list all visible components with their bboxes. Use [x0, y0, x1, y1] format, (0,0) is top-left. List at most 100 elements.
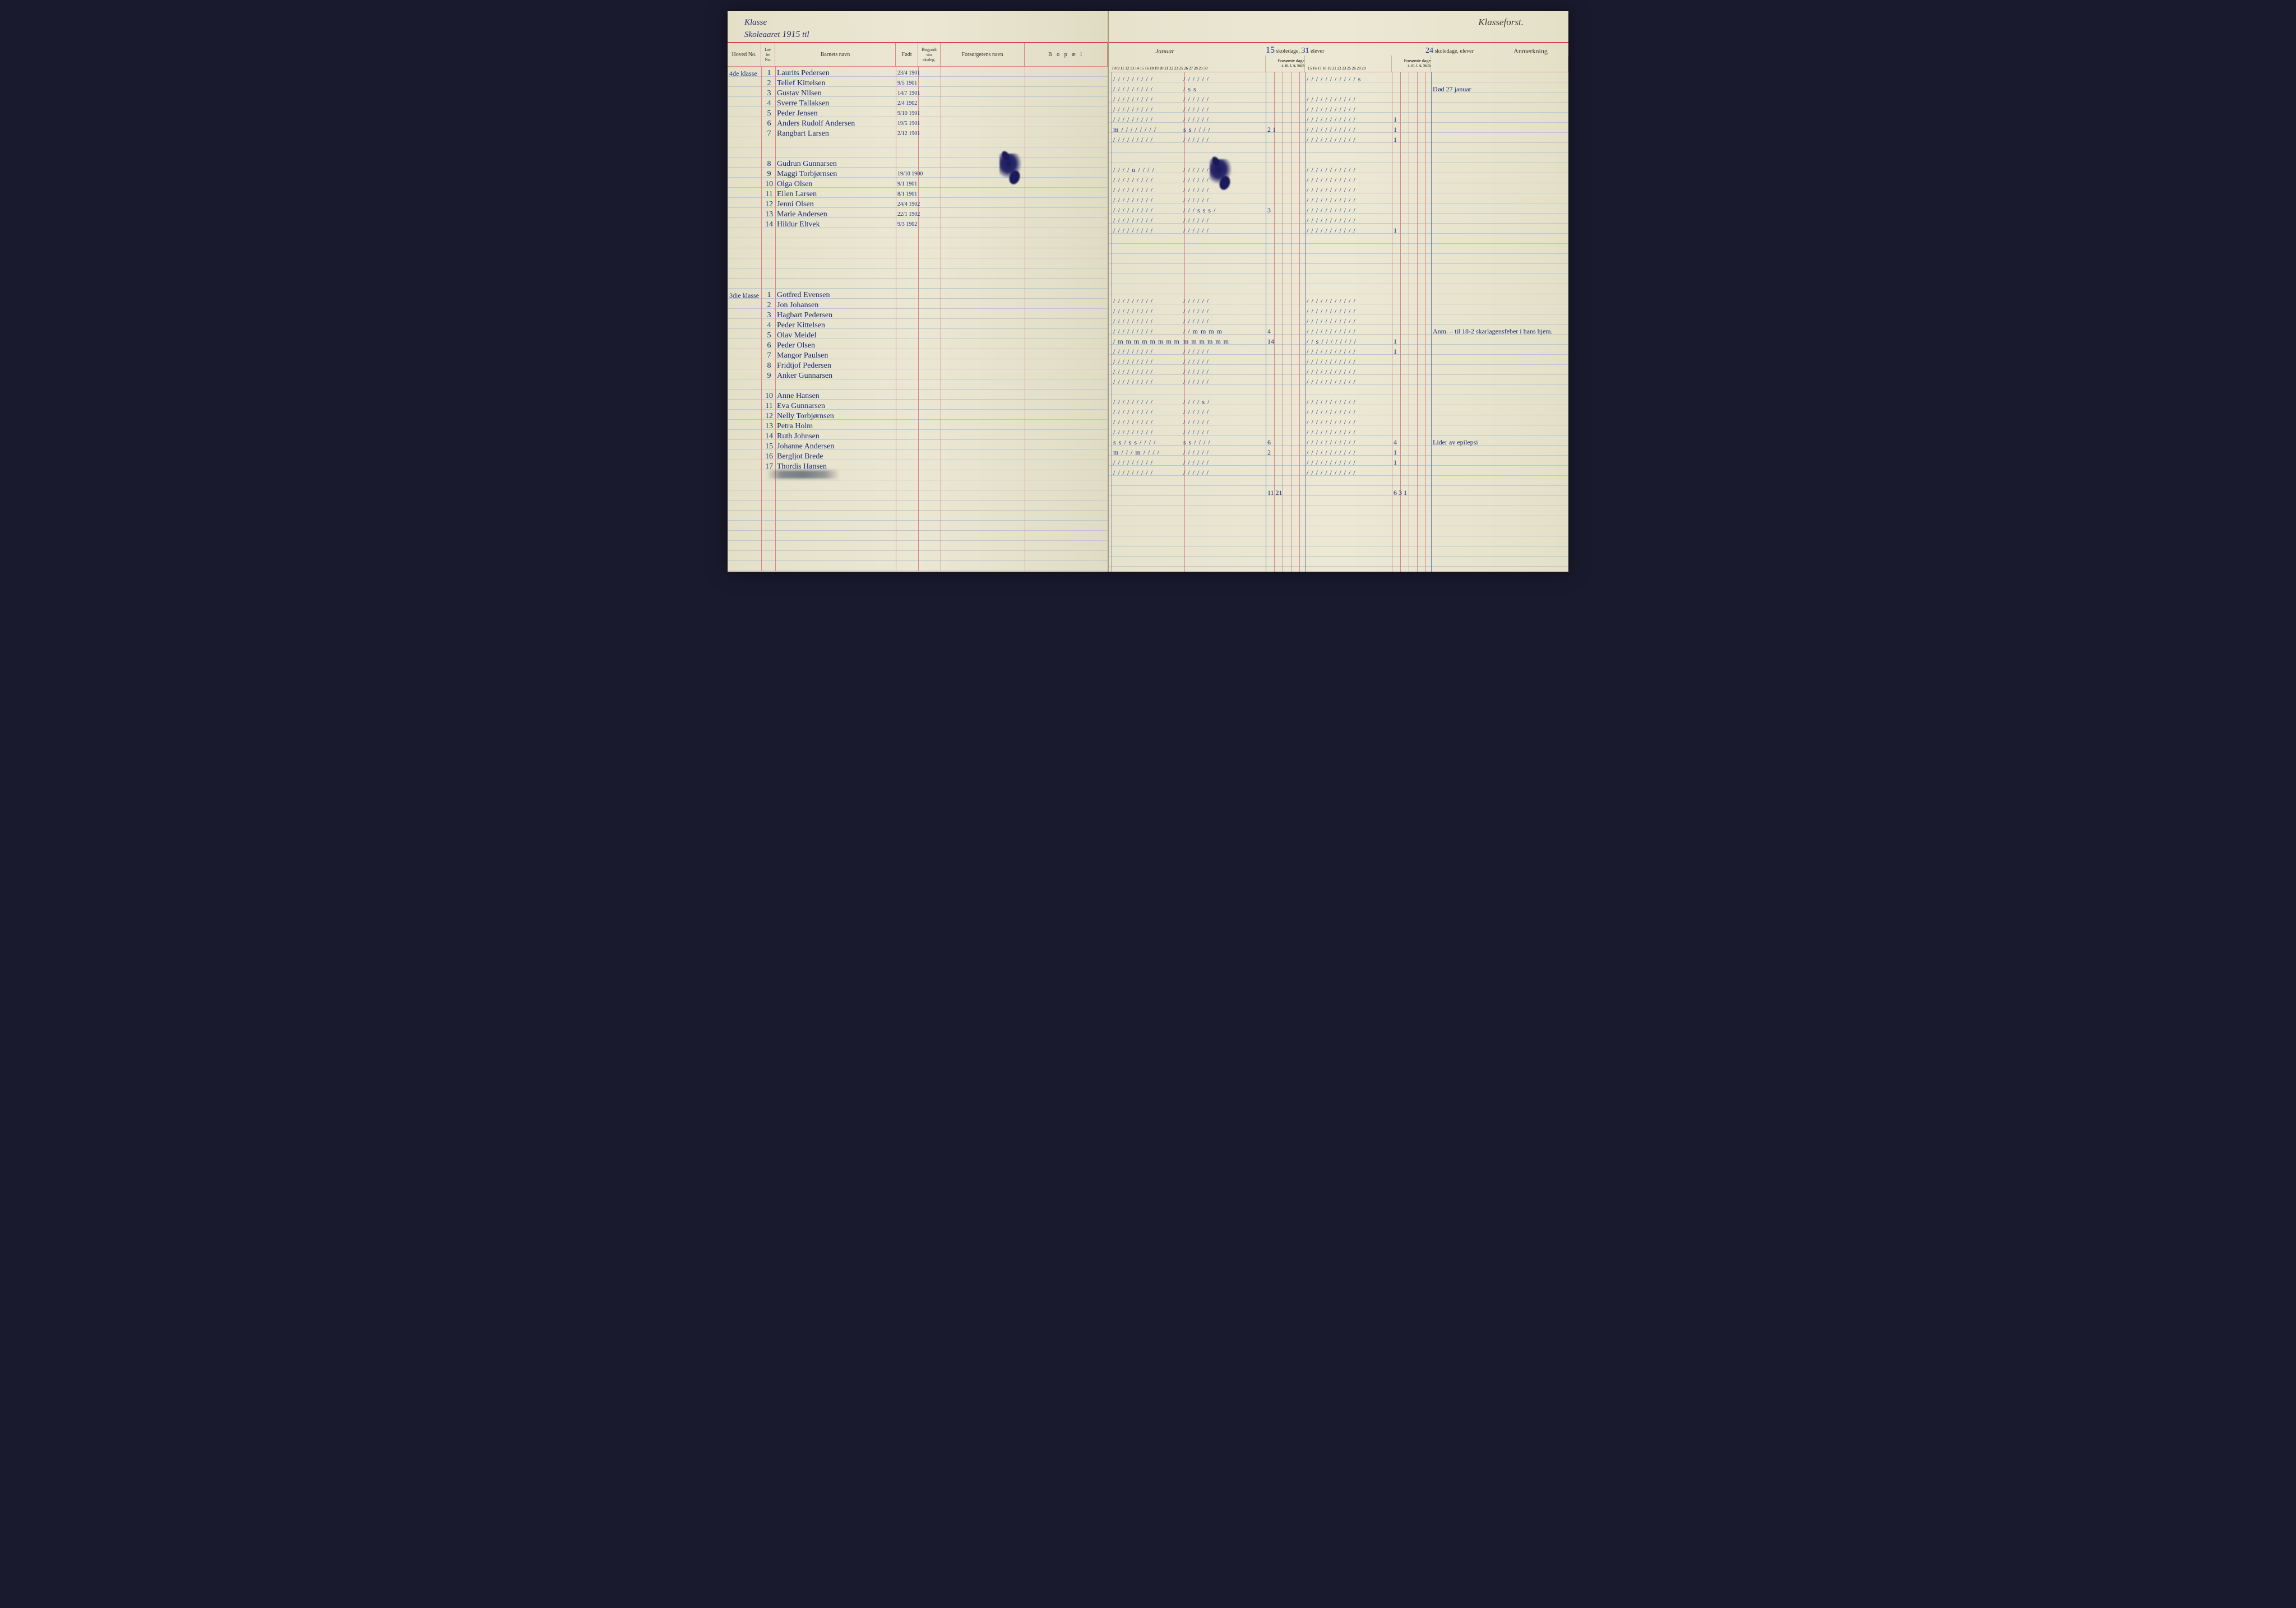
absence-1	[1266, 377, 1305, 387]
student-born: 22/1 1902	[896, 210, 929, 220]
student-born	[896, 442, 929, 452]
note	[1431, 215, 1568, 225]
forsomte-2: Forsømte dage	[1404, 58, 1431, 63]
tally-2: / / / / / / / / / / /	[1305, 326, 1392, 336]
tally-2: / / / / / / / / / / /	[1305, 165, 1392, 175]
class-label	[728, 421, 761, 432]
note	[1431, 195, 1568, 205]
col-lobe-no: Lø- be No.	[761, 43, 775, 66]
tally-1a: / / / / / / / / /	[1109, 377, 1182, 387]
tally-1b: / / / / / /	[1182, 367, 1266, 377]
tally-1b: / / / s s s /	[1182, 205, 1266, 215]
student-row: 16 Bergljot Brede	[728, 452, 1108, 462]
tally-1a: / / / / / / / / /	[1109, 326, 1182, 336]
absence-1	[1266, 467, 1305, 478]
attendance-row: / / / / / / / / / / / / / / / / / / / / …	[1109, 135, 1568, 145]
absence-1	[1266, 185, 1305, 195]
student-rows-left: 4de klasse 1 Laurits Pedersen 23/4 1901 …	[728, 67, 1108, 571]
class-label: 4de klasse	[728, 68, 761, 78]
student-no: 2	[761, 300, 775, 311]
tally-1a: s s / s s / / / /	[1109, 437, 1182, 447]
student-row: 7 Rangbart Larsen 2/12 1901	[728, 129, 1108, 139]
note	[1431, 356, 1568, 367]
tally-1b: / / / / / /	[1182, 195, 1266, 205]
student-name: Peder Olsen	[775, 341, 896, 351]
student-row: 10 Olga Olsen 9/1 1901	[728, 179, 1108, 189]
forsomte-sub-2: s. m. t. u. Sum	[1408, 63, 1431, 68]
class-label	[728, 169, 761, 179]
class-label	[728, 371, 761, 381]
tally-2: / / / / / / / / / / /	[1305, 175, 1392, 185]
note	[1431, 316, 1568, 326]
klasse-label: Klasse	[744, 18, 767, 27]
tally-2: / / / / / / / / / / /	[1305, 104, 1392, 114]
ink-blot	[1210, 159, 1232, 184]
tally-2	[1305, 84, 1392, 94]
tally-1b: / / / / / /	[1182, 457, 1266, 467]
tally-1b: / s s	[1182, 84, 1266, 94]
ledger-book: Klasse Skoleaaret 1915 til Hoved No. Lø-…	[728, 11, 1568, 572]
student-born	[896, 159, 929, 169]
student-name: Olav Meidel	[775, 331, 896, 341]
col-bopael: B o p æ l	[1025, 43, 1108, 66]
student-row: 3 Gustav Nilsen 14/7 1901	[728, 89, 1108, 99]
class-label	[728, 331, 761, 341]
absence-1	[1266, 165, 1305, 175]
absence-2: 4	[1392, 437, 1431, 447]
student-no: 3	[761, 89, 775, 99]
attendance-row: m / / / m / / / / / / / / / / 2 / / / / …	[1109, 447, 1568, 457]
student-no: 12	[761, 200, 775, 210]
absence-2	[1392, 195, 1431, 205]
class-label	[728, 159, 761, 169]
student-row: 12 Nelly Torbjørnsen	[728, 411, 1108, 421]
absence-2	[1392, 84, 1431, 94]
student-born: 19/5 1901	[896, 119, 929, 129]
student-born	[896, 361, 929, 371]
note	[1431, 205, 1568, 215]
tally-1a: / / / / / / / / /	[1109, 195, 1182, 205]
class-label	[728, 109, 761, 119]
student-no: 3	[761, 311, 775, 321]
class-label: 3die klasse	[728, 290, 761, 300]
note	[1431, 377, 1568, 387]
student-no: 10	[761, 179, 775, 189]
tally-1b: / / / / / /	[1182, 447, 1266, 457]
class-label	[728, 99, 761, 109]
tally-2: / / / / / / / / / / /	[1305, 215, 1392, 225]
student-name: Sverre Tallaksen	[775, 99, 896, 109]
note	[1431, 427, 1568, 437]
student-row: 7 Mangor Paulsen	[728, 351, 1108, 361]
student-born	[896, 401, 929, 411]
student-row: 3 Hagbart Pedersen	[728, 311, 1108, 321]
left-page: Klasse Skoleaaret 1915 til Hoved No. Lø-…	[728, 11, 1109, 572]
student-name: Rangbart Larsen	[775, 129, 896, 139]
absence-1	[1266, 84, 1305, 94]
class-label	[728, 462, 761, 472]
absence-1	[1266, 215, 1305, 225]
student-no: 1	[761, 290, 775, 300]
note	[1431, 306, 1568, 316]
student-born	[896, 311, 929, 321]
class-label	[728, 432, 761, 442]
tally-1a: / / / / / / / / /	[1109, 367, 1182, 377]
student-born: 23/4 1901	[896, 68, 929, 78]
student-name: Tellef Kittelsen	[775, 78, 896, 89]
month-januar: Januar	[1109, 47, 1215, 55]
student-born	[896, 452, 929, 462]
skoleaaret-suffix: til	[802, 30, 809, 39]
student-name: Ellen Larsen	[775, 189, 896, 200]
student-no: 13	[761, 421, 775, 432]
student-born	[896, 331, 929, 341]
student-row: 6 Anders Rudolf Andersen 19/5 1901	[728, 119, 1108, 129]
attendance-row: / / / / / / / / / / / / / / / / / / / / …	[1109, 306, 1568, 316]
student-row: 9 Maggi Torbjørnsen 19/10 1900	[728, 169, 1108, 179]
absence-2	[1392, 467, 1431, 478]
right-sub-headers: 7 8 9 11 12 13 14 15 16 18 19 20 21 22 2…	[1109, 55, 1568, 72]
attendance-row: / / / / / / / / / / / / / / / / / / / / …	[1109, 417, 1568, 427]
student-born	[896, 411, 929, 421]
m2-pupils-label: elever	[1460, 48, 1474, 54]
tally-1a: / / / / / / / / /	[1109, 296, 1182, 306]
absence-2	[1392, 94, 1431, 104]
student-born	[896, 371, 929, 381]
student-no: 9	[761, 169, 775, 179]
